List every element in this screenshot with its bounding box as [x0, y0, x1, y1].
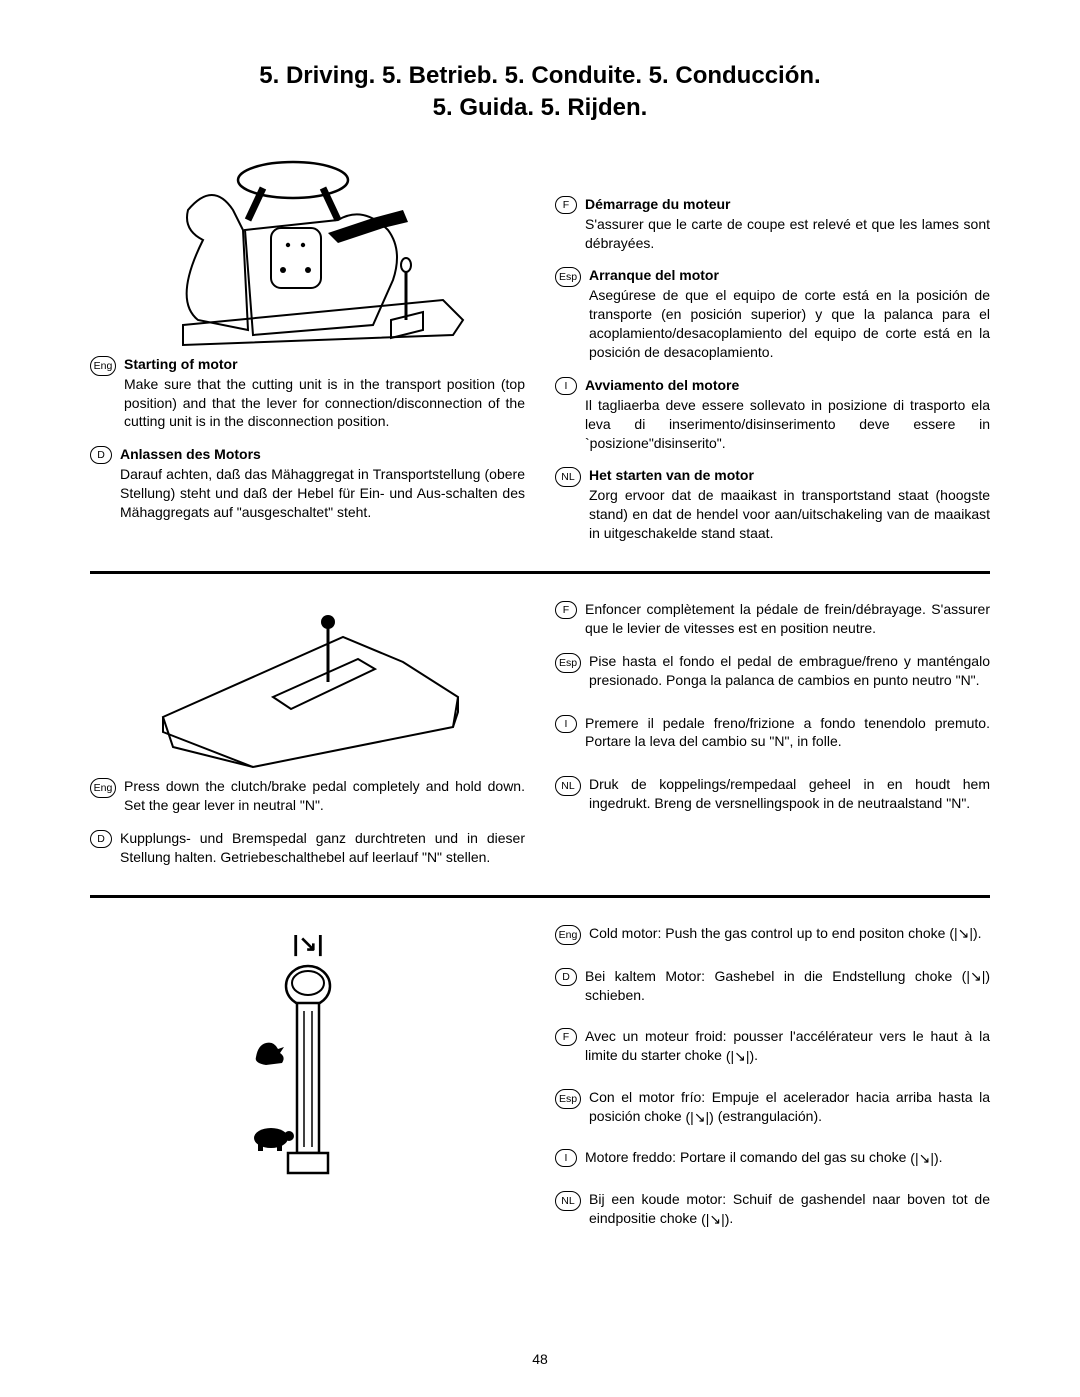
divider-1	[90, 571, 990, 574]
divider-2	[90, 895, 990, 898]
entry-i-avviamento: I Avviamento del motore Il tagliaerba de…	[555, 376, 990, 453]
entry-eng-choke: Eng Cold motor: Push the gas control up …	[555, 924, 990, 945]
text-part: .	[754, 1047, 758, 1063]
page-title: 5. Driving. 5. Betrieb. 5. Conduite. 5. …	[90, 60, 990, 125]
text-nl-choke: Bij een koude motor: Schuif de gashendel…	[589, 1190, 990, 1229]
text-part: schieben.	[585, 987, 645, 1003]
figure-gear-lever	[90, 592, 525, 777]
text-f-choke: Avec un moteur froid: pousser l'accéléra…	[585, 1027, 990, 1066]
lang-badge-d: D	[90, 830, 112, 848]
entry-d-anlassen: D Anlassen des Motors Darauf achten, daß…	[90, 445, 525, 522]
choke-icon: (|↘|)	[726, 1047, 754, 1066]
text-esp-arranque: Asegúrese de que el equipo de corte está…	[589, 286, 990, 362]
page-number: 48	[0, 1351, 1080, 1367]
choke-icon: (|↘|)	[910, 1149, 938, 1168]
entry-esp-arranque: Esp Arranque del motor Asegúrese de que …	[555, 266, 990, 361]
entry-d-clutch: D Kupplungs- und Bremspedal ganz durchtr…	[90, 829, 525, 867]
heading-starting-of-motor: Starting of motor	[124, 355, 525, 374]
heading-demarrage: Démarrage du moteur	[585, 195, 990, 214]
text-eng-starting: Make sure that the cutting unit is in th…	[124, 375, 525, 432]
entry-f-choke: F Avec un moteur froid: pousser l'accélé…	[555, 1027, 990, 1066]
text-f-demarrage: S'assurer que le carte de coupe est rele…	[585, 215, 990, 253]
text-i-avviamento: Il tagliaerba deve essere sollevato in p…	[585, 396, 990, 453]
choke-icon: (|↘|)	[949, 924, 977, 943]
heading-arranque: Arranque del motor	[589, 266, 990, 285]
lang-badge-eng: Eng	[90, 778, 116, 798]
lang-badge-esp: Esp	[555, 653, 581, 673]
text-esp-clutch: Pise hasta el fondo el pedal de embrague…	[589, 652, 990, 690]
entry-i-clutch: I Premere il pedale freno/frizione a fon…	[555, 714, 990, 752]
choke-icon: (|↘|)	[962, 967, 990, 986]
title-line-1: 5. Driving. 5. Betrieb. 5. Conduite. 5. …	[259, 62, 820, 89]
text-part: .	[729, 1210, 733, 1226]
lang-badge-i: I	[555, 1149, 577, 1167]
lang-badge-esp: Esp	[555, 1089, 581, 1109]
text-part: Avec un moteur froid: pousser l'accéléra…	[585, 1028, 990, 1063]
section-clutch-brake: Eng Press down the clutch/brake pedal co…	[90, 592, 990, 881]
text-esp-choke: Con el motor frío: Empuje el acelerador …	[589, 1088, 990, 1127]
title-line-2: 5. Guida. 5. Rijden.	[433, 94, 648, 121]
text-part: Cold motor: Push the gas control up to e…	[589, 925, 949, 941]
entry-f-clutch: F Enfoncer complètement la pédale de fre…	[555, 600, 990, 638]
entry-i-choke: I Motore freddo: Portare il comando del …	[555, 1148, 990, 1168]
entry-eng-clutch: Eng Press down the clutch/brake pedal co…	[90, 777, 525, 815]
lang-badge-eng: Eng	[90, 356, 116, 376]
text-i-choke: Motore freddo: Portare il comando del ga…	[585, 1148, 990, 1168]
lang-badge-eng: Eng	[555, 925, 581, 945]
figure-tractor-dashboard	[90, 145, 525, 355]
lang-badge-f: F	[555, 1028, 577, 1046]
text-nl-clutch: Druk de koppelings/rempedaal geheel in e…	[589, 775, 990, 813]
text-part: Bij een koude motor: Schuif de gashendel…	[589, 1191, 990, 1226]
lang-badge-f: F	[555, 196, 577, 214]
section-choke: |↘|	[90, 916, 990, 1243]
lang-badge-esp: Esp	[555, 267, 581, 287]
entry-esp-clutch: Esp Pise hasta el fondo el pedal de embr…	[555, 652, 990, 690]
section-starting-motor: Eng Starting of motor Make sure that the…	[90, 145, 990, 557]
heading-starten: Het starten van de motor	[589, 466, 990, 485]
lang-badge-i: I	[555, 715, 577, 733]
text-eng-clutch: Press down the clutch/brake pedal comple…	[124, 777, 525, 815]
heading-anlassen: Anlassen des Motors	[120, 445, 525, 464]
entry-nl-clutch: NL Druk de koppelings/rempedaal geheel i…	[555, 775, 990, 813]
text-d-anlassen: Darauf achten, daß das Mähaggregat in Tr…	[120, 465, 525, 522]
choke-icon: (|↘|)	[686, 1108, 714, 1127]
text-d-clutch: Kupplungs- und Bremspedal ganz durchtret…	[120, 829, 525, 867]
text-part: Motore freddo: Portare il comando del ga…	[585, 1149, 910, 1165]
choke-icon: (|↘|)	[701, 1210, 729, 1229]
lang-badge-nl: NL	[555, 1191, 581, 1211]
entry-eng-starting: Eng Starting of motor Make sure that the…	[90, 355, 525, 432]
lang-badge-d: D	[90, 446, 112, 464]
entry-esp-choke: Esp Con el motor frío: Empuje el acelera…	[555, 1088, 990, 1127]
entry-d-choke: D Bei kaltem Motor: Gashebel in die Ends…	[555, 967, 990, 1006]
entry-f-demarrage: F Démarrage du moteur S'assurer que le c…	[555, 195, 990, 253]
text-part: Bei kaltem Motor: Gashebel in die Endste…	[585, 968, 962, 984]
text-nl-starten: Zorg ervoor dat de maaikast in transport…	[589, 486, 990, 543]
heading-avviamento: Avviamento del motore	[585, 376, 990, 395]
lang-badge-nl: NL	[555, 776, 581, 796]
text-part: (estrangulación).	[714, 1108, 822, 1124]
text-f-clutch: Enfoncer complètement la pédale de frein…	[585, 600, 990, 638]
entry-nl-starten: NL Het starten van de motor Zorg ervoor …	[555, 466, 990, 543]
lang-badge-f: F	[555, 601, 577, 619]
figure-throttle-lever: |↘|	[90, 916, 525, 1196]
text-part: .	[978, 925, 982, 941]
entry-nl-choke: NL Bij een koude motor: Schuif de gashen…	[555, 1190, 990, 1229]
lang-badge-i: I	[555, 377, 577, 395]
text-eng-choke: Cold motor: Push the gas control up to e…	[589, 924, 990, 944]
lang-badge-nl: NL	[555, 467, 581, 487]
lang-badge-d: D	[555, 968, 577, 986]
text-d-choke: Bei kaltem Motor: Gashebel in die Endste…	[585, 967, 990, 1006]
svg-text:|↘|: |↘|	[292, 931, 323, 956]
text-part: .	[939, 1149, 943, 1165]
text-i-clutch: Premere il pedale freno/frizione a fondo…	[585, 714, 990, 752]
